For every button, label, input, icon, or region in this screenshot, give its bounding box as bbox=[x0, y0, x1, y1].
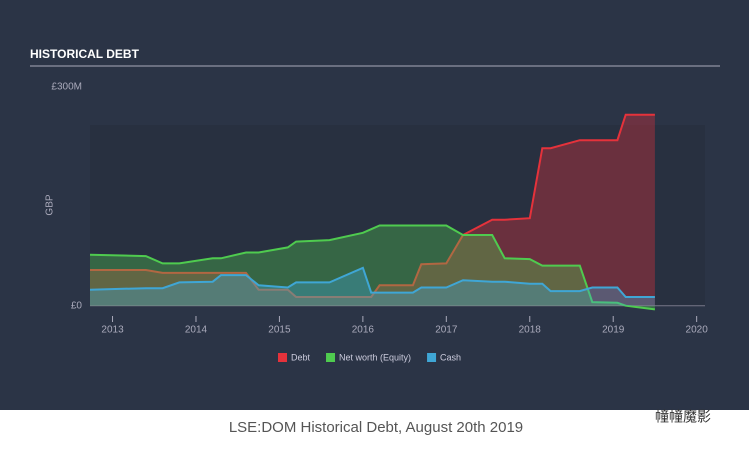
area-fill bbox=[90, 225, 655, 310]
series-line bbox=[89, 224, 656, 311]
x-tick-label: 2017 bbox=[435, 325, 458, 336]
x-tick-label: 2015 bbox=[268, 325, 291, 336]
legend-label: Cash bbox=[440, 352, 461, 362]
plot-area bbox=[90, 125, 705, 306]
x-tick-label: 2018 bbox=[519, 325, 542, 336]
y-tick-label: £0 bbox=[71, 300, 83, 311]
x-tick-label: 2019 bbox=[602, 325, 625, 336]
series-line bbox=[89, 266, 655, 298]
chart-title: HISTORICAL DEBT bbox=[30, 47, 140, 61]
series-line bbox=[90, 113, 655, 298]
caption: LSE:DOM Historical Debt, August 20th 201… bbox=[229, 419, 523, 436]
legend-swatch bbox=[427, 353, 437, 362]
legend-swatch bbox=[278, 353, 287, 362]
x-tick-label: 2020 bbox=[686, 325, 709, 336]
watermark: 幢幢魔影 bbox=[655, 409, 711, 425]
legend-swatch bbox=[326, 353, 336, 362]
y-axis-label: GBP bbox=[45, 194, 56, 215]
legend-label: Net worth (Equity) bbox=[339, 352, 411, 362]
y-tick-label: £300M bbox=[51, 82, 82, 93]
legend-label: Debt bbox=[291, 352, 311, 362]
x-tick-label: 2016 bbox=[352, 325, 375, 336]
x-tick-label: 2014 bbox=[185, 325, 208, 336]
x-tick-label: 2013 bbox=[101, 325, 124, 336]
area-fill bbox=[90, 267, 655, 306]
